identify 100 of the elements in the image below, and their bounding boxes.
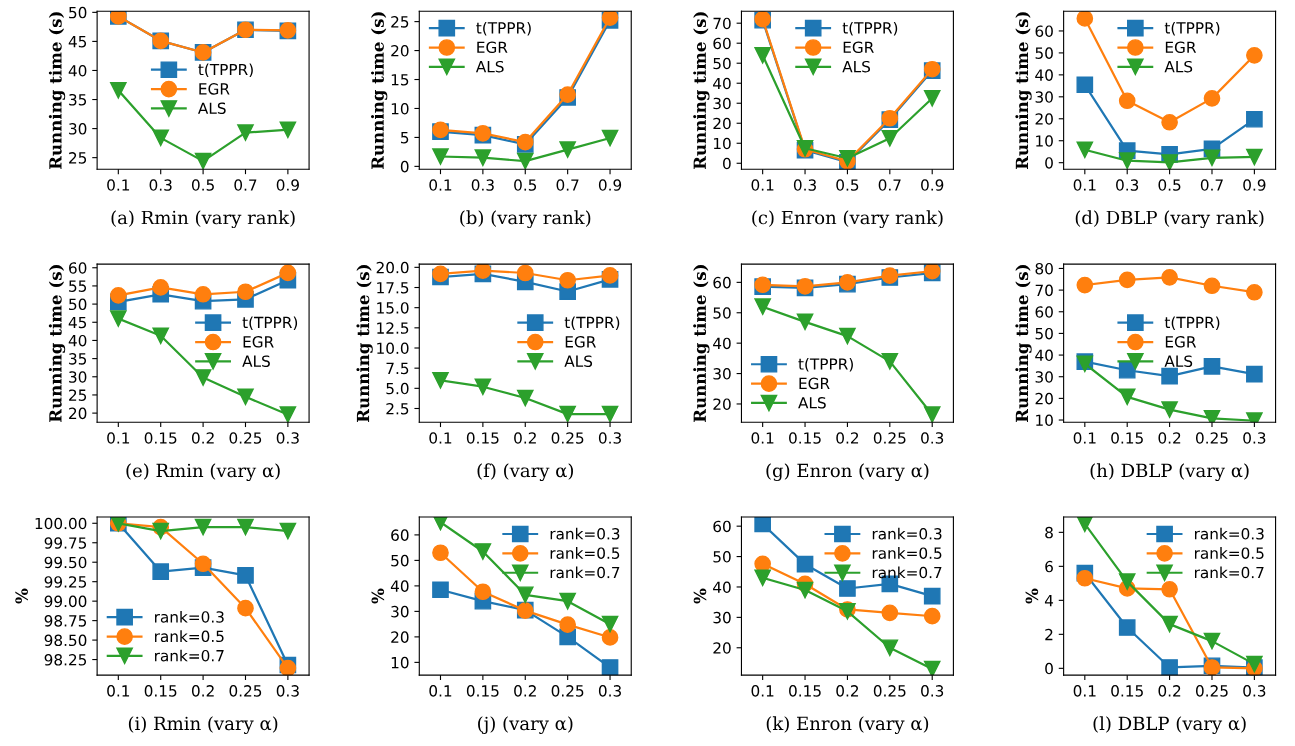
y-tick-label: 20: [713, 642, 731, 654]
legend-label: ALS: [564, 355, 593, 367]
x-tick-label: 0.3: [471, 179, 494, 191]
x-tick-label: 0.25: [551, 685, 584, 697]
legend-label: EGR: [799, 377, 830, 390]
x-tick-label: 0.25: [1195, 432, 1228, 444]
y-axis-title: Running time (s): [1015, 265, 1032, 423]
x-tick-label: 0.1: [751, 179, 774, 191]
y-tick-label: 20: [713, 117, 731, 130]
x-tick-label: 0.1: [107, 432, 130, 444]
x-tick-label: 0.7: [234, 179, 257, 191]
y-tick-label: 35: [69, 353, 87, 365]
x-tick-label: 0.3: [276, 685, 299, 697]
x-tick-label: 0.1: [1073, 432, 1096, 444]
y-tick-label: 0: [1045, 662, 1053, 675]
y-tick-label: 30: [69, 371, 87, 383]
x-tick-label: 0.25: [873, 685, 906, 697]
y-tick-label: 50: [713, 57, 731, 70]
y-tick-label: 40: [390, 580, 409, 592]
legend-label: rank=0.7: [155, 649, 224, 662]
x-tick-label: 0.2: [191, 685, 214, 697]
x-tick-label: 0.15: [1111, 432, 1143, 444]
y-tick-label: 50: [713, 551, 731, 563]
text: (e) Rmin (vary α): [126, 463, 280, 482]
legend-label: rank=0.3: [1195, 527, 1264, 540]
x-tick-label: 0.25: [551, 432, 584, 444]
y-tick-label: 5.0: [386, 382, 409, 395]
y-tick-label: 10: [391, 102, 409, 115]
y-tick-label: 20: [391, 631, 409, 643]
legend-label: rank=0.3: [155, 610, 224, 623]
y-tick-label: 15: [391, 74, 409, 86]
y-tick-label: 20: [1035, 113, 1053, 125]
y-tick-label: 40: [713, 581, 731, 593]
x-tick-label: 0.9: [598, 179, 622, 191]
legend-label: EGR: [1165, 41, 1197, 54]
legend-label: t(TPPR): [1164, 316, 1220, 331]
y-tick-label: 4: [1044, 595, 1054, 607]
y-tick-label: 25: [69, 152, 87, 164]
text: (c) Enron (vary rank): [752, 210, 943, 229]
y-tick-label: 10: [1036, 135, 1053, 147]
y-tick-label: 50: [1035, 47, 1053, 59]
legend-label: ALS: [242, 355, 270, 367]
x-tick-label: 0.25: [229, 432, 262, 444]
y-tick-label: 0: [400, 160, 409, 173]
legend-label: t(TPPR): [798, 358, 853, 372]
legend-label: t(TPPR): [564, 316, 620, 331]
legend-label: ALS: [475, 60, 504, 73]
y-tick-label: 10: [1036, 414, 1053, 427]
text: (k) Enron (vary α): [766, 716, 929, 734]
y-tick-label: 7.5: [386, 362, 409, 375]
y-tick-label: 60: [713, 276, 731, 289]
y-axis-title: %: [693, 588, 707, 604]
text: (b) (vary rank): [460, 210, 591, 229]
x-tick-label: 0.3: [1243, 432, 1266, 444]
y-tick-label: 45: [68, 316, 87, 329]
y-axis-title: Running time (s): [370, 12, 388, 170]
y-tick-label: 60: [713, 37, 731, 50]
x-tick-label: 0.1: [1073, 685, 1096, 697]
y-tick-label: 20: [391, 45, 409, 57]
y-tick-label: 45: [68, 36, 87, 48]
y-tick-label: 20: [1035, 392, 1053, 405]
y-axis-title: Running time (s): [693, 12, 710, 170]
x-tick-label: 0.3: [1243, 685, 1266, 697]
y-axis-title: %: [1025, 588, 1039, 604]
legend-label: EGR: [243, 336, 274, 348]
y-axis-title: Running time (s): [693, 265, 710, 423]
x-tick-label: 0.15: [1111, 685, 1143, 697]
legend-label: rank=0.3: [872, 527, 942, 540]
legend-label: EGR: [565, 336, 596, 348]
legend-label: EGR: [199, 83, 230, 95]
x-tick-label: 0.1: [751, 432, 774, 444]
x-tick-label: 0.5: [1158, 179, 1181, 191]
x-tick-label: 0.9: [276, 179, 299, 191]
x-tick-label: 0.1: [429, 685, 452, 697]
legend-label: t(TPPR): [1164, 21, 1220, 36]
x-tick-label: 0.3: [1116, 179, 1139, 191]
legend-label: EGR: [477, 41, 508, 54]
text: (h) DBLP (vary α): [1090, 463, 1249, 482]
x-tick-label: 0.3: [793, 179, 816, 191]
y-tick-label: 20: [713, 398, 731, 410]
legend-label: rank=0.3: [550, 527, 620, 540]
y-tick-label: 99.25: [44, 576, 87, 588]
x-tick-label: 0.5: [191, 179, 214, 191]
text: (l) DBLP (vary α): [1093, 716, 1246, 734]
legend-label: ALS: [1164, 60, 1193, 73]
y-tick-label: 80: [1035, 262, 1053, 275]
x-tick-label: 0.5: [514, 179, 537, 191]
y-axis-title: Running time (s): [48, 12, 66, 170]
x-tick-label: 0.3: [149, 179, 172, 191]
y-tick-label: 20: [69, 407, 87, 420]
x-tick-label: 0.15: [144, 685, 177, 697]
y-tick-label: 25: [391, 16, 409, 28]
legend-label: ALS: [798, 396, 826, 409]
legend-label: EGR: [1165, 336, 1197, 348]
x-tick-label: 0.2: [836, 685, 859, 697]
y-tick-label: 30: [1035, 371, 1053, 383]
y-tick-label: 60: [1035, 25, 1053, 37]
y-tick-label: 2.5: [386, 402, 409, 415]
y-tick-label: 2: [1045, 628, 1053, 641]
legend-label: t(TPPR): [242, 316, 298, 331]
